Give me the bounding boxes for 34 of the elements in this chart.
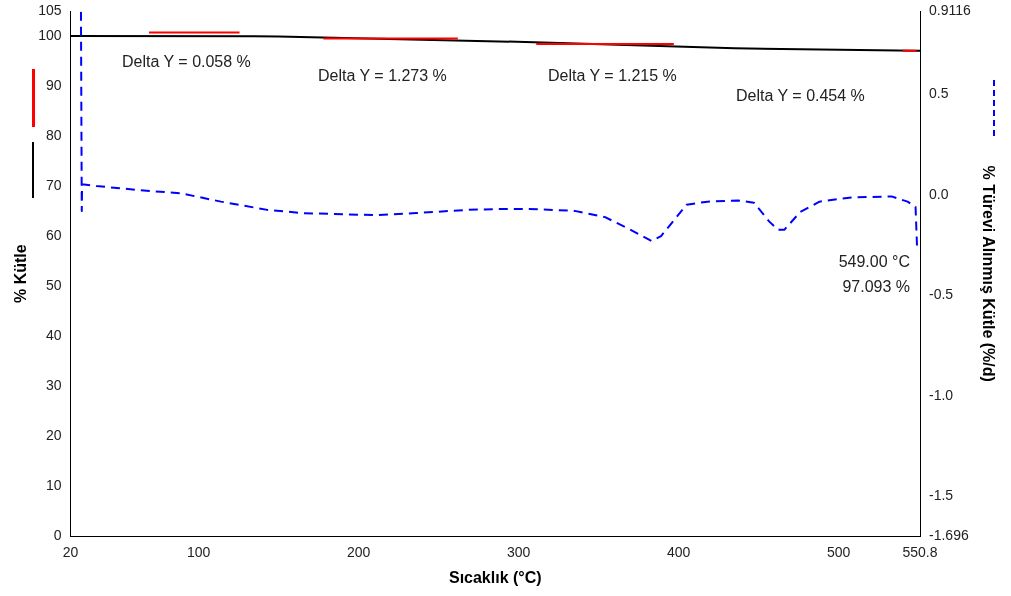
y2-tick-label: 0.5: [929, 85, 949, 102]
y2-axis-title: % Türevi Alınmış Kütle (%/d): [979, 165, 997, 382]
x-tick-label: 400: [667, 544, 691, 561]
x-tick-label: 500: [827, 544, 851, 561]
y-tick-label: 100: [38, 27, 62, 44]
x-tick-label: 550.8: [902, 544, 938, 561]
y2-tick-label: -0.5: [929, 286, 954, 303]
y2-tick-label: -1.0: [929, 386, 954, 403]
x-tick-label: 300: [506, 544, 531, 561]
y-tick-label: 50: [45, 277, 62, 294]
annotation: 549.00 °C 97.093 %: [838, 253, 910, 296]
y-tick-label: 0: [53, 526, 62, 543]
y-tick-label: 40: [45, 327, 62, 344]
y2-tick-label: -1.5: [929, 487, 954, 504]
y2-tick-label: 0.9116: [929, 2, 972, 19]
y-tick-label: 70: [45, 177, 62, 194]
y-tick-label: 90: [45, 77, 62, 94]
y-tick-label: 60: [45, 227, 62, 244]
x-axis-title: Sıcaklık (°C): [448, 568, 542, 586]
y-tick-label: 20: [45, 426, 62, 443]
x-tick-label: 100: [186, 544, 211, 561]
y2-tick-label: -1.696: [929, 526, 969, 543]
annotation: Delta Y = 1.215 %: [548, 67, 677, 85]
y-tick-label: 80: [45, 127, 62, 144]
x-tick-label: 200: [346, 544, 371, 561]
annotation: Delta Y = 0.454 %: [736, 87, 865, 105]
y2-tick-label: 0.0: [929, 185, 949, 202]
y-tick-label: 105: [38, 2, 62, 19]
y-axis-title: % Kütle: [12, 244, 30, 304]
annotation: Delta Y = 0.058 %: [122, 53, 251, 71]
x-tick-label: 20: [62, 544, 79, 561]
annotation: Delta Y = 1.273 %: [318, 67, 447, 85]
y-tick-label: 10: [45, 476, 62, 493]
y-tick-label: 30: [45, 376, 62, 393]
